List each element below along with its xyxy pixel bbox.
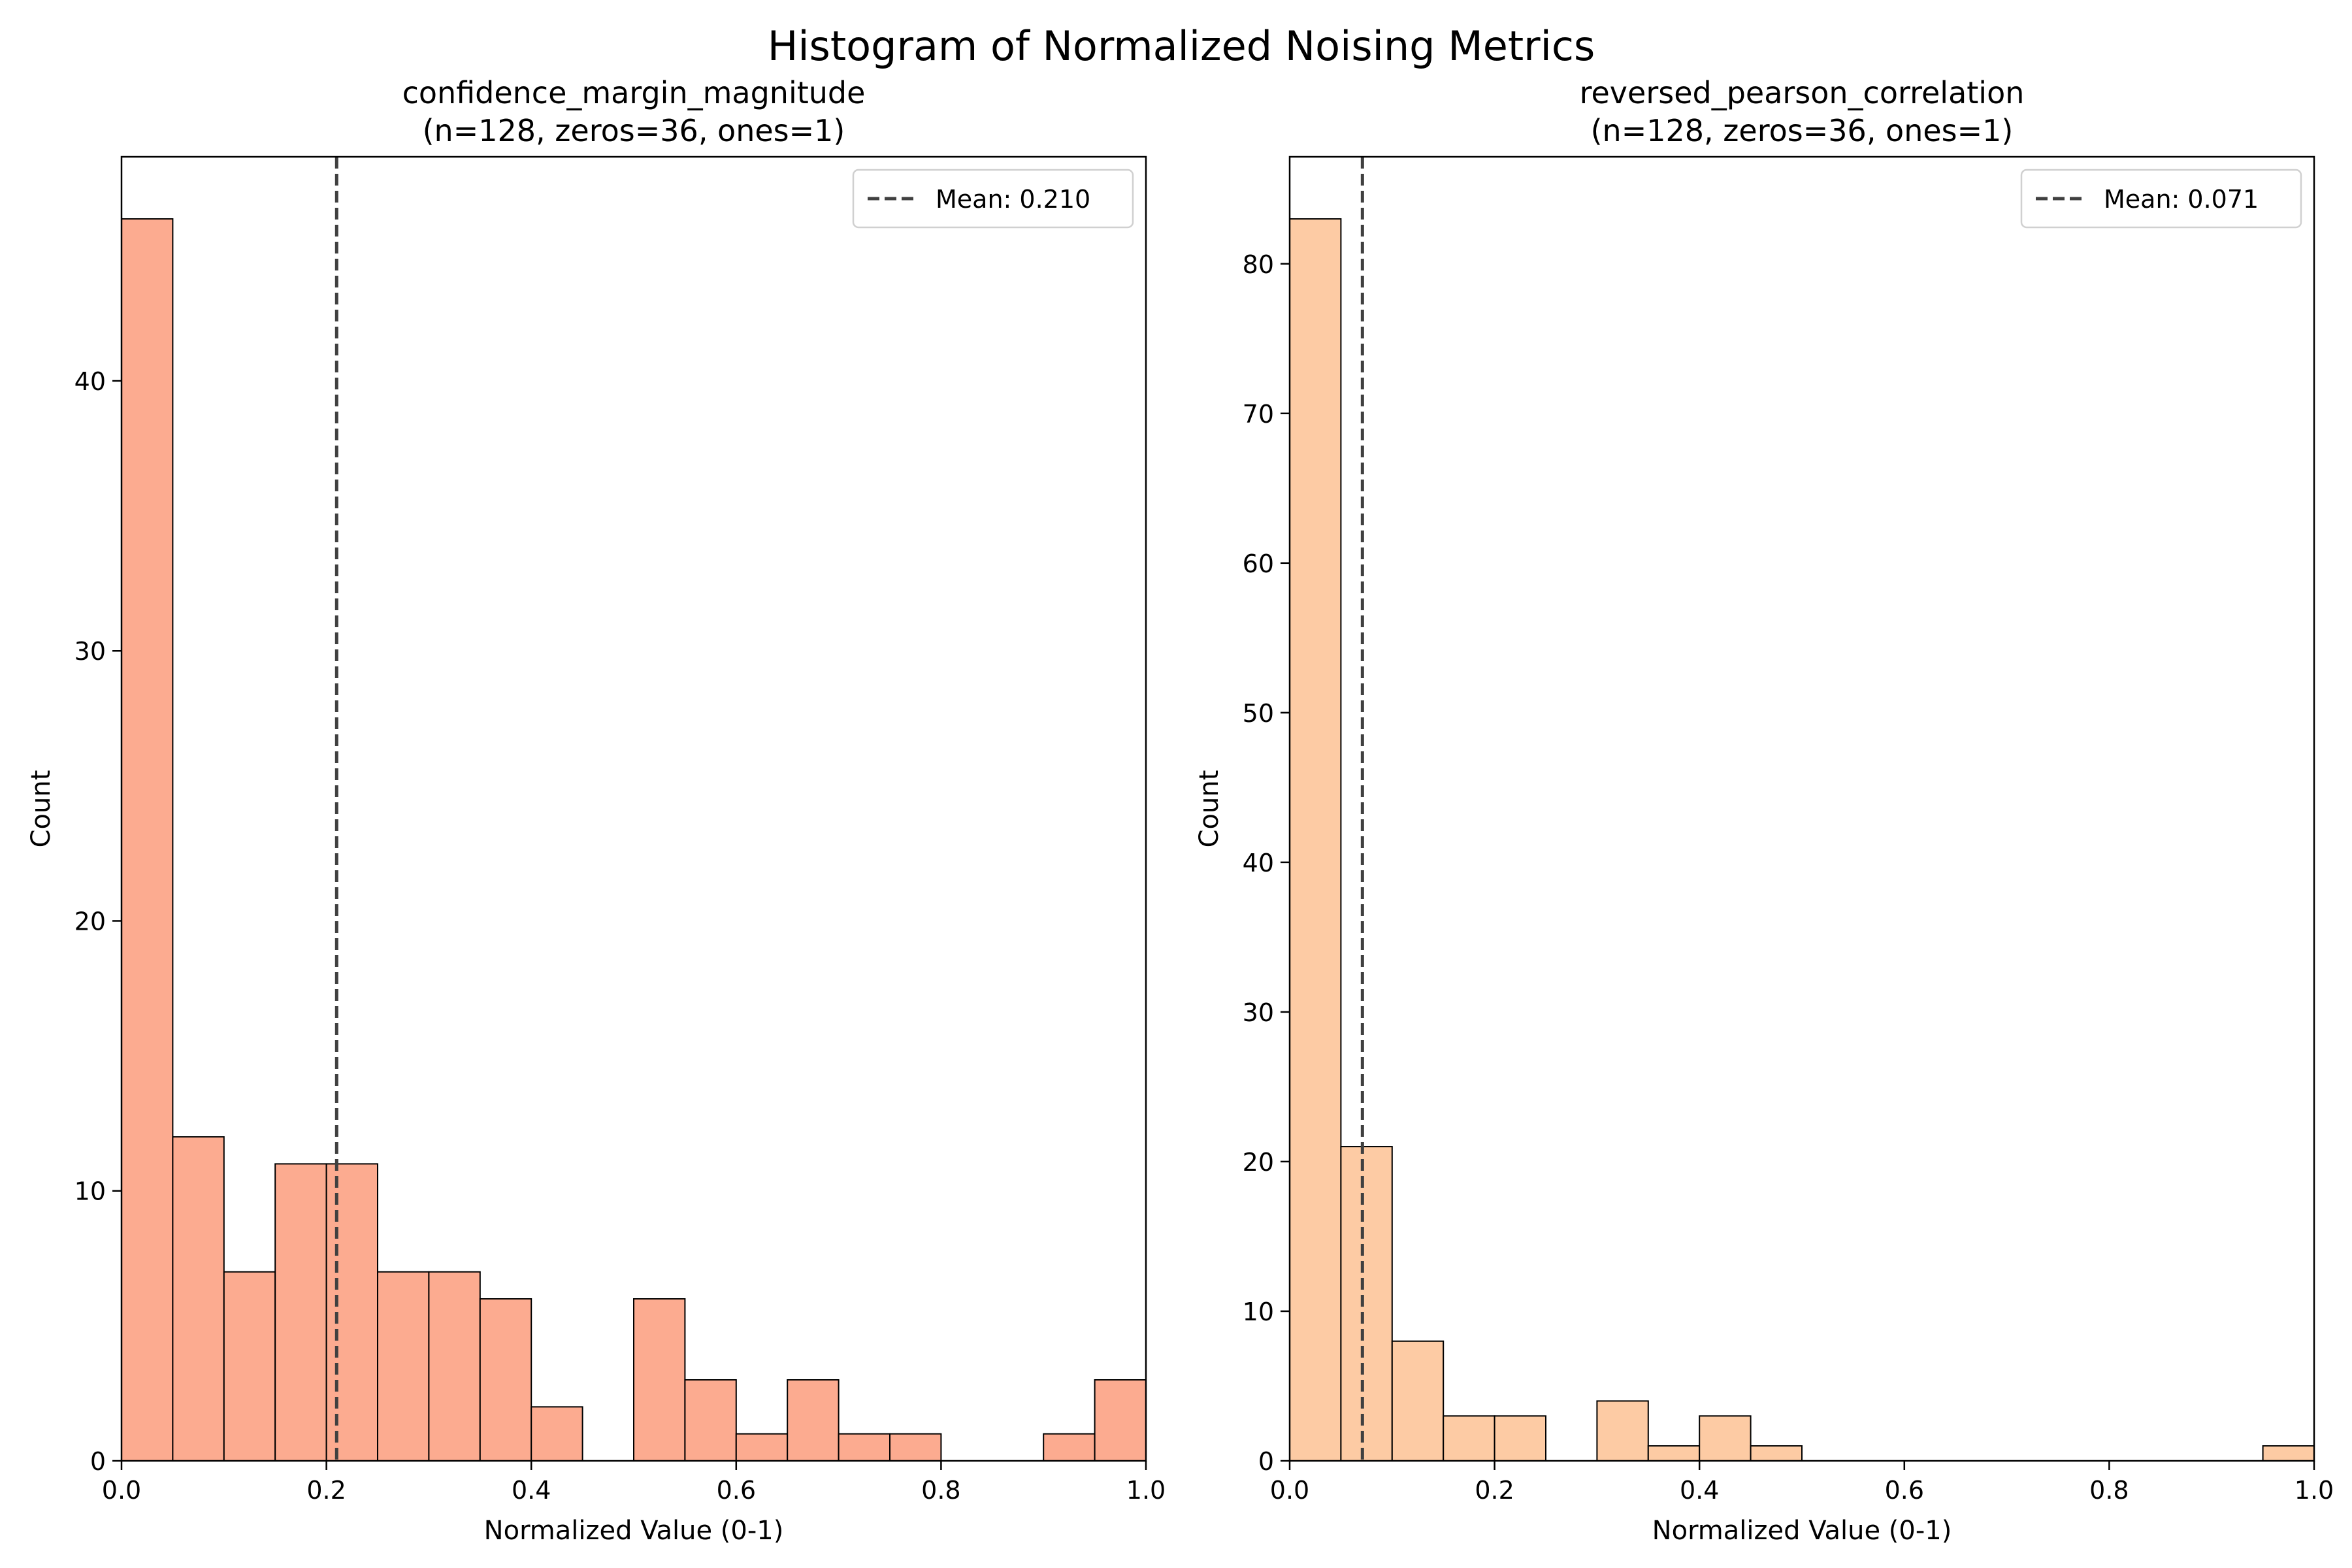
histogram-bar — [223, 1271, 276, 1462]
axes-frame — [1288, 155, 2315, 1462]
y-tick-label: 50 — [1243, 699, 1274, 728]
panel-title: confidence_margin_magnitude — [402, 75, 866, 110]
histogram-bar — [1340, 1146, 1393, 1462]
x-tick-label: 0.6 — [717, 1476, 756, 1505]
panel-title: reversed_pearson_correlation — [1580, 75, 2025, 110]
y-axis-label: Count — [1194, 770, 1224, 848]
histogram-bar — [377, 1271, 430, 1462]
x-tick-label: 0.2 — [1475, 1476, 1514, 1505]
histogram-bar — [121, 218, 174, 1462]
y-tick-label: 30 — [1243, 998, 1274, 1027]
histogram-bar — [1289, 218, 1342, 1462]
histogram-bar — [1391, 1340, 1445, 1462]
histogram-bar — [1699, 1415, 1752, 1462]
histogram-bar — [1596, 1400, 1649, 1462]
y-tick-label: 10 — [1243, 1298, 1274, 1326]
y-tick-label: 40 — [74, 367, 106, 396]
x-tick-label: 0.0 — [1270, 1476, 1309, 1505]
histogram-bar — [1094, 1379, 1147, 1462]
histogram-bar — [1443, 1415, 1495, 1462]
x-tick-label: 0.0 — [102, 1476, 141, 1505]
histogram-bar — [274, 1163, 327, 1462]
histogram-bar — [428, 1271, 481, 1462]
histogram-bar — [531, 1406, 583, 1462]
histogram-bar — [1043, 1433, 1096, 1462]
histogram-bar — [838, 1433, 890, 1462]
y-tick-label: 70 — [1243, 400, 1274, 429]
x-tick-label: 1.0 — [1126, 1476, 1166, 1505]
y-tick-label: 80 — [1243, 250, 1274, 279]
histogram-bar — [889, 1433, 942, 1462]
legend-box — [852, 169, 1134, 229]
histogram-bar — [325, 1163, 379, 1462]
panel-subtitle: (n=128, zeros=36, ones=1) — [423, 113, 845, 148]
y-tick-label: 0 — [90, 1447, 106, 1476]
panel-reversed-pearson-correlation: reversed_pearson_correlation(n=128, zero… — [1194, 75, 2334, 1546]
y-tick-label: 60 — [1243, 549, 1274, 578]
x-tick-label: 0.6 — [1885, 1476, 1924, 1505]
axes-frame — [120, 155, 1147, 1462]
histogram-bar — [633, 1298, 686, 1462]
x-tick-label: 0.4 — [512, 1476, 551, 1505]
histogram-bar — [684, 1379, 737, 1462]
y-tick-label: 10 — [74, 1177, 106, 1206]
y-tick-label: 20 — [1243, 1148, 1274, 1177]
legend-label: Mean: 0.071 — [2104, 185, 2259, 214]
x-tick-label: 1.0 — [2295, 1476, 2334, 1505]
y-axis-label: Count — [26, 770, 56, 848]
histogram-bar — [172, 1136, 225, 1462]
histogram-bar — [787, 1379, 840, 1462]
legend-box — [2020, 169, 2302, 229]
histogram-bar — [2262, 1445, 2315, 1462]
x-tick-label: 0.2 — [306, 1476, 346, 1505]
histogram-bar — [735, 1433, 789, 1462]
panel-confidence-margin-magnitude: confidence_margin_magnitude(n=128, zeros… — [26, 75, 1166, 1546]
histogram-bar — [479, 1298, 532, 1462]
x-tick-label: 0.8 — [921, 1476, 960, 1505]
y-tick-label: 30 — [74, 637, 106, 666]
x-axis-label: Normalized Value (0-1) — [1652, 1516, 1952, 1546]
figure-title: Histogram of Normalized Noising Metrics — [768, 22, 1595, 70]
x-axis-label: Normalized Value (0-1) — [484, 1516, 784, 1546]
y-tick-label: 40 — [1243, 849, 1274, 877]
histogram-bar — [1494, 1415, 1547, 1462]
panel-subtitle: (n=128, zeros=36, ones=1) — [1591, 113, 2014, 148]
x-tick-label: 0.8 — [2089, 1476, 2129, 1505]
x-tick-label: 0.4 — [1680, 1476, 1719, 1505]
histogram-bar — [1647, 1445, 1701, 1462]
y-tick-label: 20 — [74, 907, 106, 936]
legend-label: Mean: 0.210 — [936, 185, 1090, 214]
histogram-bar — [1750, 1445, 1803, 1462]
y-tick-label: 0 — [1258, 1447, 1274, 1476]
